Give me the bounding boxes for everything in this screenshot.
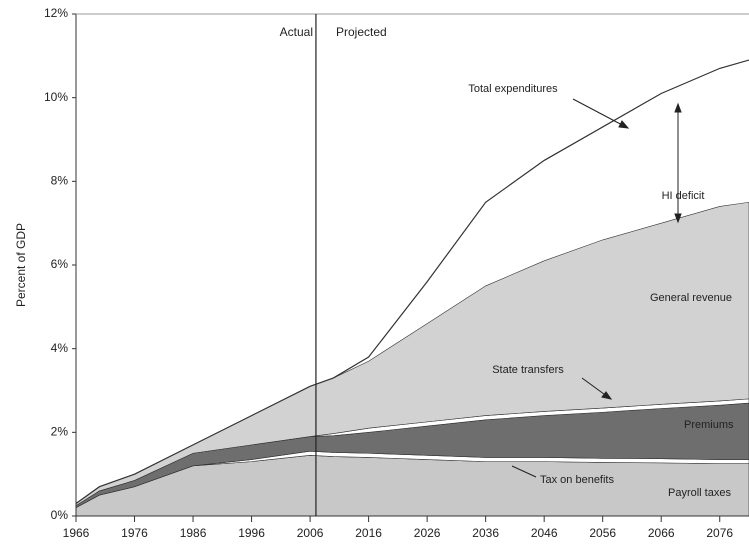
y-tick-label: 10% [44, 90, 68, 104]
y-tick-label: 12% [44, 6, 68, 20]
x-tick-label: 1986 [180, 526, 207, 540]
x-tick-label: 2026 [414, 526, 441, 540]
x-tick-label: 1996 [238, 526, 265, 540]
series-label: State transfers [492, 364, 564, 376]
series-label: Total expenditures [468, 83, 558, 95]
y-tick-label: 2% [51, 425, 69, 439]
x-tick-label: 2056 [589, 526, 616, 540]
y-tick-label: 8% [51, 174, 69, 188]
y-tick-label: 4% [51, 341, 69, 355]
arrow-head [618, 120, 630, 129]
x-tick-label: 2006 [297, 526, 324, 540]
arrow [572, 98, 627, 128]
divider-left-label: Actual [280, 25, 313, 39]
x-tick-label: 2066 [648, 526, 675, 540]
series-label: Premiums [684, 419, 734, 431]
arrow [581, 377, 609, 398]
arrow [511, 465, 537, 478]
x-tick-label: 2076 [706, 526, 733, 540]
y-axis-label: Percent of GDP [14, 223, 28, 307]
arrow-head [674, 102, 682, 113]
total-line [76, 59, 749, 504]
x-tick-label: 2036 [472, 526, 499, 540]
arrow-head [601, 391, 613, 400]
y-tick-label: 0% [51, 508, 69, 522]
series-label: Tax on benefits [540, 474, 614, 486]
series-label: Payroll taxes [668, 487, 731, 499]
x-tick-label: 2016 [355, 526, 382, 540]
x-tick-label: 1976 [121, 526, 148, 540]
x-tick-label: 1966 [63, 526, 90, 540]
arrow-head [674, 213, 682, 224]
divider-right-label: Projected [336, 25, 387, 39]
y-tick-label: 6% [51, 257, 69, 271]
series-label: General revenue [650, 292, 732, 304]
x-tick-label: 2046 [531, 526, 558, 540]
plot-area [76, 59, 749, 516]
annotation-arrows [511, 98, 682, 478]
deficit-label: HI deficit [662, 190, 705, 202]
